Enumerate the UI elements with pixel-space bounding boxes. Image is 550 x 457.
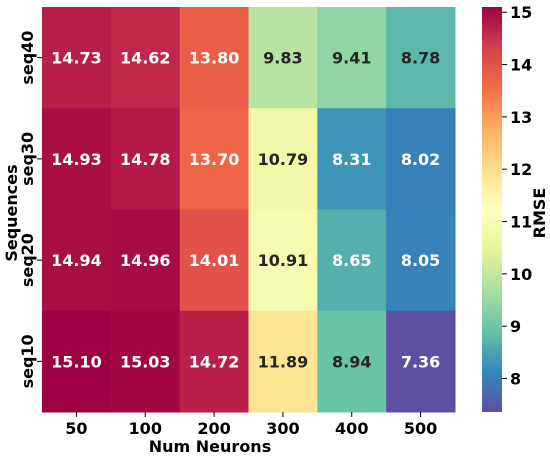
x-tick-label: 100 bbox=[129, 419, 162, 438]
cell-value-label: 8.94 bbox=[332, 352, 371, 371]
x-tick-label: 200 bbox=[197, 419, 230, 438]
colorbar-label: RMSE bbox=[530, 188, 549, 239]
heatmap-cell bbox=[386, 7, 456, 109]
heatmap-cell bbox=[110, 108, 181, 210]
heatmap-cell bbox=[317, 310, 387, 413]
x-tick-labels: 50 100 200 300 400 500 bbox=[65, 412, 437, 438]
colorbar-tick-label: 10 bbox=[510, 265, 532, 284]
heatmap-cell bbox=[110, 7, 181, 109]
cell-value-label: 11.89 bbox=[258, 352, 309, 371]
cell-value-label: 8.05 bbox=[401, 251, 440, 270]
cell-value-label: 13.80 bbox=[189, 49, 240, 68]
colorbar-tick-label: 8 bbox=[510, 370, 521, 389]
heatmap-cell bbox=[248, 310, 318, 413]
y-axis-label: Sequences bbox=[2, 164, 21, 261]
heatmap-cell bbox=[317, 209, 387, 312]
heatmap-cell bbox=[317, 7, 387, 109]
x-tick-label: 400 bbox=[335, 419, 368, 438]
colorbar-tick-label: 15 bbox=[510, 3, 532, 22]
cell-value-label: 14.73 bbox=[51, 49, 102, 68]
x-tick-label: 300 bbox=[266, 419, 299, 438]
heatmap-cell bbox=[386, 108, 456, 210]
cell-value-label: 15.03 bbox=[120, 352, 171, 371]
colorbar-tick-label: 13 bbox=[510, 108, 532, 127]
heatmap-cell bbox=[110, 209, 181, 312]
heatmap-cell bbox=[179, 209, 249, 312]
y-tick-label: seq30 bbox=[18, 132, 37, 186]
y-tick-label: seq40 bbox=[18, 31, 37, 85]
y-tick-label: seq20 bbox=[18, 233, 37, 287]
heatmap-cell bbox=[179, 7, 249, 109]
cell-value-label: 14.62 bbox=[120, 49, 171, 68]
cell-value-label: 15.10 bbox=[51, 352, 102, 371]
y-tick-label: seq10 bbox=[18, 334, 37, 388]
heatmap-cell bbox=[110, 310, 181, 413]
heatmap-cell bbox=[179, 108, 249, 210]
heatmap-cell bbox=[179, 310, 249, 413]
cell-value-label: 10.79 bbox=[258, 150, 309, 169]
heatmap-cell bbox=[248, 108, 318, 210]
y-tick-labels: seq40 seq30 seq20 seq10 bbox=[18, 31, 42, 388]
x-tick-label: 500 bbox=[404, 419, 437, 438]
colorbar-tick-label: 14 bbox=[510, 56, 532, 75]
heatmap-cell bbox=[317, 108, 387, 210]
heatmap-cell bbox=[42, 310, 112, 413]
cell-value-label: 8.78 bbox=[401, 49, 440, 68]
cell-value-label: 8.31 bbox=[332, 150, 371, 169]
colorbar-ticks: 8 9 10 11 12 13 14 15 bbox=[502, 3, 532, 389]
heatmap-cell bbox=[42, 7, 112, 109]
heatmap-cells: 14.73 14.62 13.80 9.83 9.41 8.78 14.93 14.78 13.… bbox=[42, 7, 456, 413]
x-axis-label: Num Neurons bbox=[149, 437, 271, 456]
cell-value-label: 8.02 bbox=[401, 150, 440, 169]
heatmap-cell bbox=[386, 209, 456, 312]
heatmap-cell bbox=[42, 108, 112, 210]
colorbar-tick-label: 11 bbox=[510, 213, 532, 232]
heatmap-cell bbox=[248, 209, 318, 312]
colorbar-tick-label: 12 bbox=[510, 160, 532, 179]
cell-value-label: 9.83 bbox=[263, 49, 302, 68]
heatmap-cell bbox=[248, 7, 318, 109]
cell-value-label: 8.65 bbox=[332, 251, 371, 270]
cell-value-label: 14.72 bbox=[189, 352, 240, 371]
cell-value-label: 14.78 bbox=[120, 150, 171, 169]
heatmap-cell bbox=[42, 209, 112, 312]
cell-value-label: 7.36 bbox=[401, 352, 440, 371]
heatmap-cell bbox=[386, 310, 456, 413]
cell-value-label: 10.91 bbox=[258, 251, 309, 270]
cell-value-label: 14.93 bbox=[51, 150, 102, 169]
cell-value-label: 14.96 bbox=[120, 251, 171, 270]
cell-value-label: 9.41 bbox=[332, 49, 371, 68]
x-tick-label: 50 bbox=[65, 419, 87, 438]
colorbar bbox=[482, 7, 502, 412]
colorbar-tick-label: 9 bbox=[510, 317, 521, 336]
cell-value-label: 14.94 bbox=[51, 251, 102, 270]
cell-value-label: 13.70 bbox=[189, 150, 240, 169]
cell-value-label: 14.01 bbox=[189, 251, 240, 270]
